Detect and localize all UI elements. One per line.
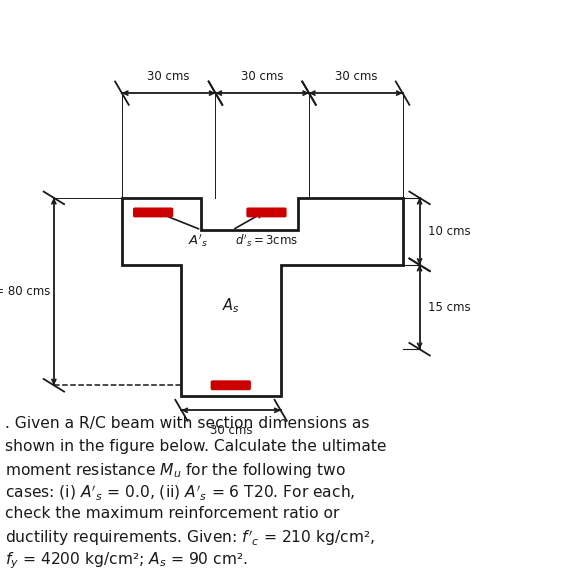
Text: check the maximum reinforcement ratio or: check the maximum reinforcement ratio or (5, 506, 339, 521)
Text: $d'_s = 3$cms: $d'_s = 3$cms (235, 233, 298, 250)
Text: $f_y$ = 4200 kg/cm²; $A_s$ = 90 cm².: $f_y$ = 4200 kg/cm²; $A_s$ = 90 cm². (5, 551, 247, 571)
FancyBboxPatch shape (246, 207, 287, 217)
Text: 10 cms: 10 cms (428, 225, 471, 238)
Text: 15 cms: 15 cms (428, 300, 471, 314)
Text: d = 80 cms: d = 80 cms (0, 285, 50, 298)
Text: 30 cms: 30 cms (335, 70, 377, 83)
Text: ductility requirements. Given: $f'_c$ = 210 kg/cm²,: ductility requirements. Given: $f'_c$ = … (5, 528, 374, 548)
Text: $A_s$: $A_s$ (222, 296, 240, 315)
Text: cases: (i) $A'_s$ = 0.0, (ii) $A'_s$ = 6 T20. For each,: cases: (i) $A'_s$ = 0.0, (ii) $A'_s$ = 6… (5, 483, 355, 502)
Text: moment resistance $M_u$ for the following two: moment resistance $M_u$ for the followin… (5, 461, 345, 480)
Text: 30 cms: 30 cms (147, 70, 190, 83)
Text: shown in the figure below. Calculate the ultimate: shown in the figure below. Calculate the… (5, 439, 386, 453)
Text: $A'_s$: $A'_s$ (188, 233, 209, 250)
Text: 30 cms: 30 cms (210, 424, 252, 436)
Text: . Given a R/C beam with section dimensions as: . Given a R/C beam with section dimensio… (5, 416, 369, 431)
Text: 30 cms: 30 cms (241, 70, 284, 83)
FancyBboxPatch shape (210, 381, 251, 390)
Polygon shape (122, 198, 403, 396)
FancyBboxPatch shape (133, 207, 174, 217)
